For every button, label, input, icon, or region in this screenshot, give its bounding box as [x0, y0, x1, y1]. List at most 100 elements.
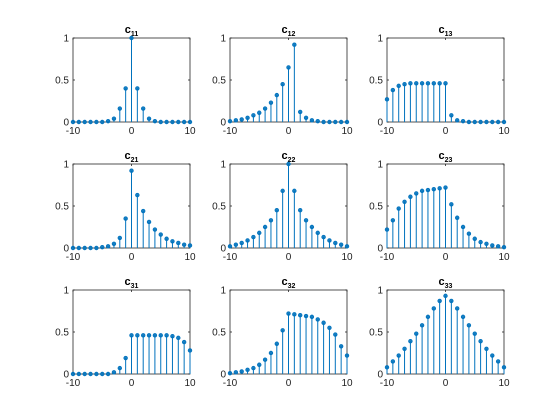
stem-marker — [437, 186, 442, 191]
stem-marker — [484, 346, 489, 351]
stem-marker — [321, 234, 326, 240]
stem-marker — [327, 325, 332, 330]
x-tick-label: -10 — [223, 126, 238, 137]
stem-marker — [170, 119, 175, 125]
stem-marker — [414, 191, 419, 196]
stem-marker — [338, 242, 344, 247]
stem-marker — [402, 346, 407, 351]
stem-marker — [94, 371, 99, 377]
stem-marker — [344, 353, 350, 358]
y-tick-label: 0.5 — [212, 76, 226, 87]
subplot-title: c12 — [282, 24, 296, 38]
stem-marker — [408, 81, 413, 86]
y-tick-label: 0 — [63, 244, 69, 255]
stem-marker — [449, 113, 454, 118]
x-tick-label: -10 — [380, 378, 395, 389]
subplot-title-subscript: 12 — [288, 31, 296, 38]
x-tick-label: -10 — [380, 252, 395, 263]
stem-marker — [129, 333, 134, 338]
y-tick-label: 0.5 — [55, 202, 69, 213]
stem-marker — [396, 353, 401, 358]
stem-marker — [390, 218, 396, 223]
x-tick-label: -10 — [380, 126, 395, 137]
stem-marker — [170, 239, 175, 244]
subplot-title-main: c — [439, 276, 445, 288]
x-tick-label: -10 — [223, 378, 238, 389]
stem-marker — [396, 206, 401, 211]
stem-marker — [460, 224, 466, 230]
stem-marker — [303, 218, 309, 223]
subplot-title: c33 — [439, 276, 453, 290]
stem-marker — [135, 333, 140, 338]
stem-marker — [309, 224, 315, 230]
stem-marker — [268, 350, 274, 356]
stem-marker — [437, 298, 442, 304]
stem-marker — [146, 116, 152, 121]
stem-marker — [466, 231, 472, 236]
x-tick-label: -10 — [223, 252, 238, 263]
stem-marker — [344, 119, 350, 125]
y-tick-label: 0 — [220, 244, 226, 255]
x-tick-label: 10 — [184, 378, 196, 389]
stem-marker — [292, 188, 297, 194]
stem-marker — [292, 42, 297, 47]
stem-marker — [245, 238, 250, 243]
y-tick-label: 0 — [220, 370, 226, 381]
stem-marker — [315, 118, 320, 124]
x-tick-label: 10 — [184, 252, 196, 263]
stem-marker — [321, 119, 326, 125]
subplot-title-main: c — [282, 24, 288, 36]
subplot-title-subscript: 11 — [131, 31, 139, 38]
stem-marker — [111, 370, 117, 375]
stem-marker — [455, 215, 460, 220]
stem-marker — [152, 227, 158, 232]
stem-marker — [402, 199, 407, 204]
x-tick-label: -10 — [66, 126, 81, 137]
y-tick-label: 1 — [63, 34, 69, 45]
stem-marker — [181, 119, 187, 125]
stem-marker — [396, 83, 401, 89]
subplot-title: c13 — [439, 24, 453, 38]
stem-marker — [338, 119, 344, 125]
stem-marker — [257, 110, 262, 115]
x-tick-label: 0 — [129, 126, 135, 137]
stem-marker — [419, 323, 425, 328]
subplot-title-subscript: 31 — [131, 283, 139, 290]
stem-marker — [286, 161, 291, 167]
x-tick-label: 10 — [341, 378, 353, 389]
stem-marker — [251, 113, 256, 118]
subplot-title: c32 — [282, 276, 296, 290]
stem-marker — [274, 92, 279, 98]
stem-marker — [129, 168, 134, 173]
stem-marker — [105, 371, 111, 377]
stem-marker — [449, 298, 454, 304]
stem-marker — [484, 241, 489, 246]
stem-marker — [501, 244, 507, 250]
stem-marker — [146, 219, 152, 225]
stem-marker — [181, 339, 187, 345]
y-tick-label: 0.5 — [212, 202, 226, 213]
stem-marker — [309, 118, 315, 123]
stem-marker — [274, 341, 279, 346]
stem-marker — [286, 65, 291, 70]
stem-marker — [303, 115, 309, 120]
x-tick-label: 0 — [286, 378, 292, 389]
stem-marker — [472, 119, 477, 125]
stem-marker — [431, 81, 436, 86]
stem-marker — [309, 314, 315, 320]
stem-marker — [233, 118, 239, 123]
stem-marker — [384, 365, 390, 370]
stem-marker — [315, 317, 320, 322]
stem-marker — [245, 367, 250, 372]
stem-marker — [338, 344, 344, 349]
x-tick-label: 10 — [341, 126, 353, 137]
stem-marker — [88, 245, 93, 251]
stem-marker — [280, 81, 285, 87]
stem-marker — [333, 332, 338, 337]
stem-marker — [176, 240, 181, 246]
stem-marker — [472, 331, 477, 336]
